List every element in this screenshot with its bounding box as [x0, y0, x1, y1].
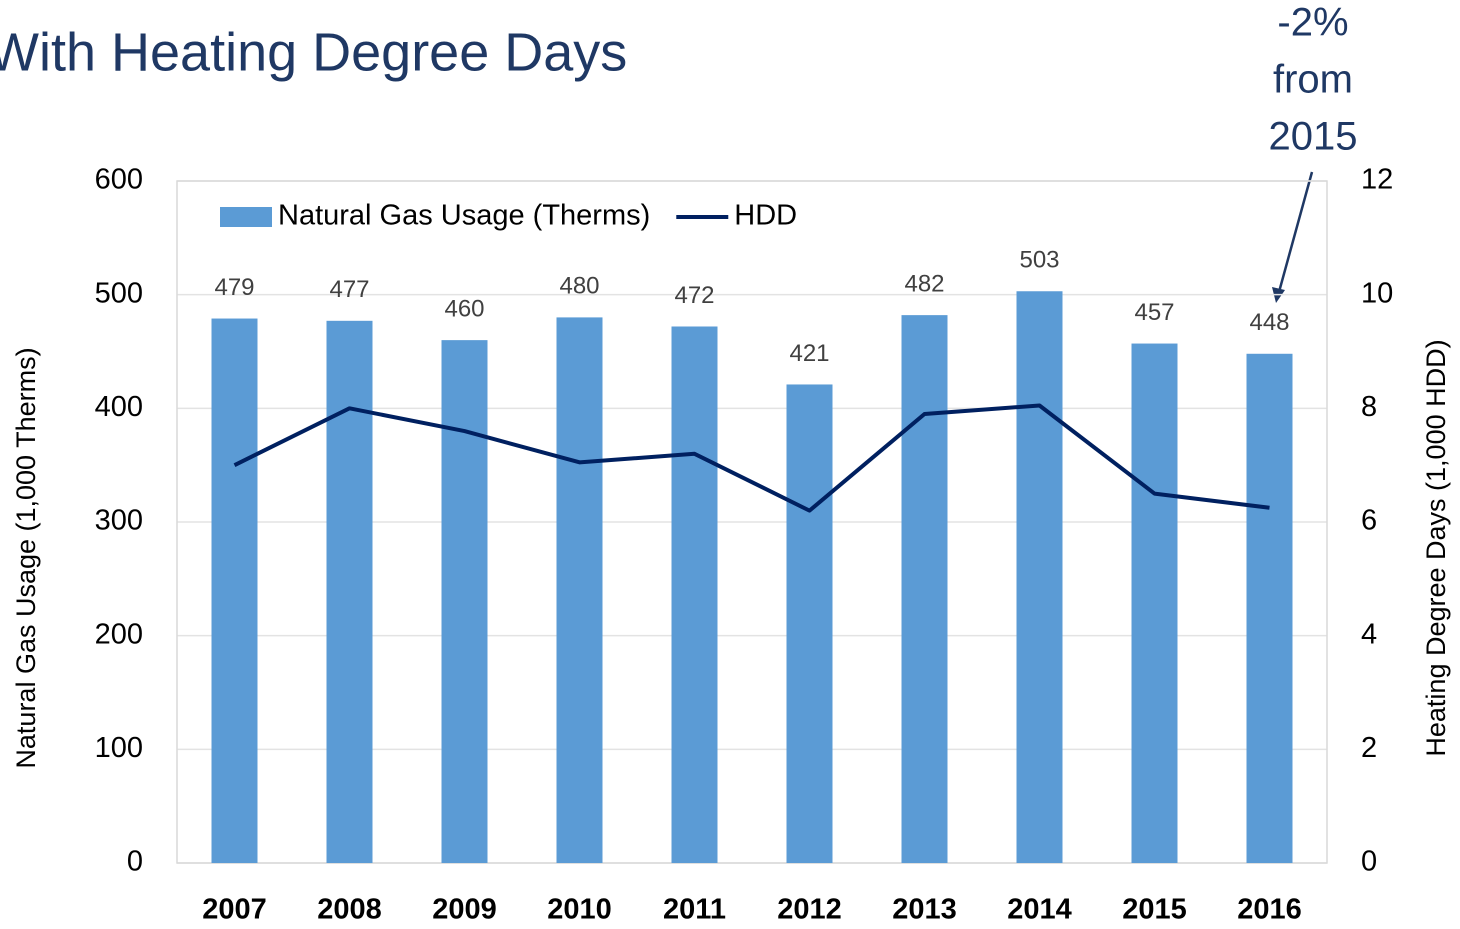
hdd-line — [233, 403, 1270, 513]
y2-tick-label: 4 — [1361, 618, 1377, 650]
bar — [1131, 343, 1178, 863]
bar — [901, 315, 948, 863]
legend-label: Natural Gas Usage (Therms) — [278, 200, 650, 232]
bar — [211, 318, 258, 864]
y-axis-label: Natural Gas Usage (1,000 Therms) — [11, 347, 41, 768]
legend-label: HDD — [734, 200, 797, 232]
x-tick-label: 2012 — [777, 894, 842, 926]
x-tick-label: 2010 — [547, 894, 612, 926]
legend-swatch — [220, 207, 272, 227]
y-tick-label: 300 — [95, 505, 143, 537]
chart-subtitle: With Heating Degree Days — [0, 22, 627, 82]
annotation: from — [1273, 58, 1353, 102]
annotation: 2015 — [1269, 115, 1358, 159]
x-tick-label: 2007 — [202, 894, 267, 926]
plot-border — [176, 180, 1328, 864]
bar — [786, 384, 833, 863]
y-tick-label: 100 — [95, 732, 143, 764]
y2-axis-label: Heating Degree Days (1,000 HDD) — [1421, 339, 1451, 756]
bar — [1246, 353, 1293, 863]
value-label: 480 — [559, 273, 599, 300]
x-tick-label: 2008 — [317, 894, 382, 926]
y2-tick-label: 10 — [1361, 277, 1393, 309]
value-label: 482 — [904, 270, 944, 297]
x-tick-label: 2009 — [432, 894, 497, 926]
x-tick-label: 2015 — [1122, 894, 1187, 926]
bar — [671, 326, 718, 863]
value-label: 472 — [674, 282, 714, 309]
x-tick-label: 2011 — [663, 894, 726, 926]
value-label: 421 — [789, 340, 829, 367]
y2-tick-label: 12 — [1361, 164, 1393, 196]
annotation-arrow — [1277, 171, 1314, 293]
y2-tick-label: 6 — [1361, 505, 1377, 537]
value-label: 457 — [1134, 299, 1174, 326]
value-label: 477 — [329, 276, 369, 303]
x-tick-label: 2014 — [1007, 894, 1072, 926]
x-tick-label: 2016 — [1237, 894, 1302, 926]
value-label: 460 — [444, 295, 484, 322]
x-tick-label: 2013 — [892, 894, 957, 926]
y-tick-label: 0 — [127, 846, 143, 878]
y2-tick-label: 0 — [1361, 846, 1377, 878]
y2-tick-label: 2 — [1361, 732, 1377, 764]
bar — [326, 320, 373, 863]
y-tick-label: 400 — [95, 391, 143, 423]
y-tick-label: 200 — [95, 618, 143, 650]
y-tick-label: 600 — [95, 164, 143, 196]
value-label: 448 — [1249, 309, 1289, 336]
bar — [556, 317, 603, 863]
value-label: 503 — [1019, 247, 1059, 274]
y-tick-label: 500 — [95, 277, 143, 309]
bar — [441, 340, 488, 864]
annotation: -2% — [1277, 1, 1348, 45]
y2-tick-label: 8 — [1361, 391, 1377, 423]
bar — [1016, 291, 1063, 863]
value-label: 479 — [214, 274, 254, 301]
